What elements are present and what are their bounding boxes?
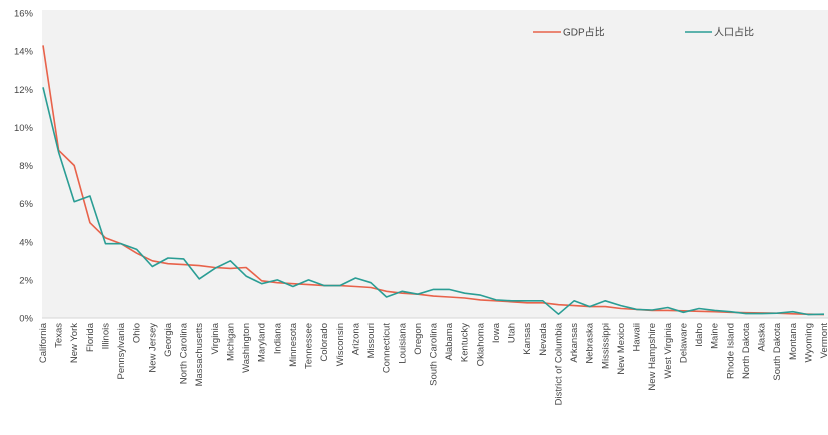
- x-tick-label: Ohio: [132, 323, 143, 343]
- x-tick-label: Kansas: [522, 323, 533, 355]
- x-tick-label: New Jersey: [147, 323, 158, 373]
- legend-label-population: 人口占比: [714, 26, 754, 39]
- y-tick-label: 12%: [14, 85, 34, 96]
- series-layer: [42, 45, 825, 316]
- y-tick-label: 0%: [19, 314, 33, 325]
- x-tick-label: California: [38, 322, 49, 363]
- x-tick-label: Missouri: [366, 323, 377, 358]
- x-tick-label: Texas: [54, 323, 65, 348]
- x-tick-label: Maine: [710, 323, 721, 349]
- x-axis: California Texas New York Florida Illinois Pe…: [38, 317, 828, 405]
- y-tick-label: 6%: [19, 199, 33, 210]
- y-tick-label: 16%: [14, 9, 34, 20]
- x-tick-label: Massachusetts: [194, 323, 205, 387]
- x-tick-label: Vermont: [819, 323, 828, 359]
- x-tick-label: Mississippi: [600, 323, 611, 369]
- x-tick-label: West Virginia: [663, 322, 674, 378]
- y-tick-label: 4%: [19, 237, 33, 248]
- x-tick-label: Connecticut: [382, 323, 393, 374]
- x-tick-label: Illinois: [100, 323, 111, 350]
- y-tick-label: 8%: [19, 161, 33, 172]
- plot-area-background: [42, 10, 828, 318]
- x-tick-label: Utah: [507, 323, 518, 343]
- x-tick-label: Minnesota: [288, 322, 299, 367]
- x-tick-label: Oklahoma: [475, 322, 486, 366]
- y-tick-label: 14%: [14, 47, 34, 58]
- x-tick-label: Alabama: [444, 322, 455, 360]
- x-tick-label: Wyoming: [803, 323, 814, 363]
- x-tick-label: District of Columbia: [553, 322, 564, 405]
- x-tick-label: Tennessee: [304, 323, 315, 369]
- x-tick-label: Maryland: [257, 323, 268, 362]
- y-axis: 0% 2% 4% 6% 8% 10% 12% 14% 16%: [14, 9, 34, 325]
- x-tick-label: North Dakota: [741, 322, 752, 379]
- x-tick-label: Nevada: [538, 322, 549, 355]
- x-tick-label: South Dakota: [772, 322, 783, 380]
- x-tick-label: Louisiana: [397, 322, 408, 363]
- x-tick-label: Nebraska: [585, 322, 596, 363]
- x-tick-label: Pennsylvania: [116, 322, 127, 379]
- x-tick-label: Colorado: [319, 323, 330, 362]
- x-tick-label: New York: [69, 323, 80, 363]
- x-tick-label: Wisconsin: [335, 323, 346, 366]
- legend-label-gdp: GDP占比: [563, 26, 605, 39]
- x-tick-label: Georgia: [163, 322, 174, 357]
- legend: GDP占比 人口占比: [533, 26, 754, 39]
- x-tick-label: Iowa: [491, 322, 502, 343]
- x-tick-label: New Mexico: [616, 323, 627, 375]
- x-tick-label: Florida: [85, 322, 96, 352]
- x-tick-label: North Carolina: [179, 322, 190, 384]
- x-tick-label: Washington: [241, 323, 252, 373]
- x-tick-label: Arkansas: [569, 323, 580, 363]
- x-tick-label: Kentucky: [460, 323, 471, 362]
- x-tick-label: Virginia: [210, 322, 221, 354]
- x-tick-label: South Carolina: [429, 322, 440, 386]
- x-tick-label: Idaho: [694, 323, 705, 347]
- y-tick-label: 10%: [14, 123, 34, 134]
- series-line-gdp: [42, 45, 825, 316]
- x-tick-label: New Hampshire: [647, 323, 658, 391]
- x-tick-label: Hawaii: [632, 323, 643, 352]
- x-tick-label: Montana: [788, 322, 799, 360]
- x-tick-label: Michigan: [225, 323, 236, 361]
- x-tick-label: Alaska: [757, 322, 768, 351]
- series-line-population: [42, 87, 825, 316]
- x-tick-label: Indiana: [272, 322, 283, 354]
- x-tick-label: Oregon: [413, 323, 424, 355]
- x-tick-label: Delaware: [678, 323, 689, 363]
- y-tick-label: 2%: [19, 275, 33, 286]
- x-tick-label: Arizona: [350, 322, 361, 355]
- x-tick-label: Rhode Island: [725, 323, 736, 379]
